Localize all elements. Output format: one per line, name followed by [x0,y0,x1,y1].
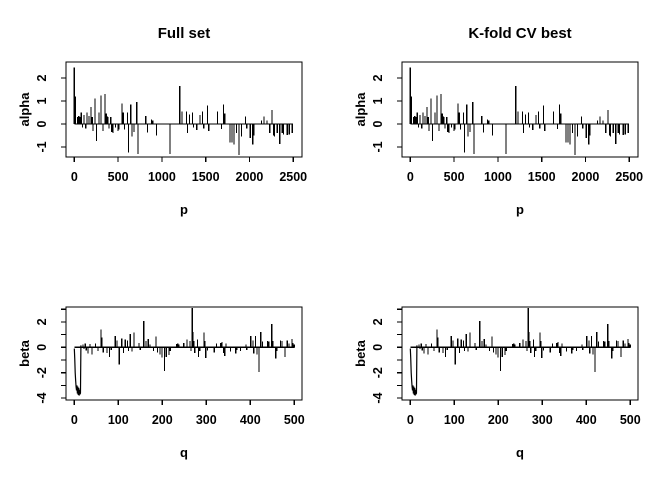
x-axis-label: p [180,202,188,217]
x-tick-label: 2500 [279,170,307,184]
x-tick-label: 0 [407,170,414,184]
y-tick-label: -2 [35,367,49,378]
x-tick-label: 400 [240,413,261,427]
y-tick-label: 0 [371,344,385,351]
x-tick-label: 400 [576,413,597,427]
y-tick-label: 0 [371,120,385,127]
x-tick-label: 500 [444,170,465,184]
y-tick-label: -4 [371,392,385,403]
x-tick-label: 2500 [615,170,643,184]
y-tick-label: -4 [35,392,49,403]
plot-box [401,306,639,401]
plot-box [65,61,303,158]
plot-box [65,306,303,401]
y-tick-label: 2 [371,318,385,325]
y-tick-label: 1 [35,97,49,104]
x-tick-label: 200 [152,413,173,427]
chart-panel-full-set-alpha: 0 500 1000 1500 2000 2500 -1 0 1 2 Full set p alpha [17,25,307,217]
chart-panel-kfold-alpha: 0 500 1000 1500 2000 2500 -1 0 1 2 K-fold CV best p… [353,25,643,217]
x-tick-label: 100 [444,413,465,427]
x-tick-label: 300 [532,413,553,427]
x-tick-label: 0 [407,413,414,427]
y-tick-label: 2 [35,318,49,325]
y-axis-label: alpha [353,92,368,127]
y-tick-label: 0 [35,120,49,127]
y-tick-label: 2 [371,74,385,81]
y-tick-label: 2 [35,74,49,81]
spikes [73,67,293,156]
x-tick-label: 0 [71,170,78,184]
x-tick-label: 500 [284,413,305,427]
y-axis-label: beta [17,339,32,367]
x-tick-label: 200 [488,413,509,427]
panel-title: K-fold CV best [468,25,571,42]
spikes [409,67,629,156]
x-tick-label: 500 [108,170,129,184]
y-tick-label: 1 [371,97,385,104]
x-tick-label: 1000 [148,170,176,184]
x-tick-label: 1500 [192,170,220,184]
chart-panel-kfold-beta: 0 100 200 300 400 500 -4 -2 0 2 q beta [353,306,641,460]
y-axis-label: beta [353,339,368,367]
x-tick-label: 0 [71,413,78,427]
y-tick-label: -2 [371,367,385,378]
x-tick-label: 2000 [236,170,264,184]
panel-title: Full set [158,25,211,42]
x-tick-label: 500 [620,413,641,427]
x-tick-label: 1500 [528,170,556,184]
series-start-line [409,345,418,396]
spikes [82,307,295,373]
y-tick-label: -1 [371,141,385,152]
y-tick-label: 0 [35,344,49,351]
chart-panel-full-set-beta: 0 100 200 300 400 500 -4 -2 0 2 q beta [17,306,305,460]
x-tick-label: 300 [196,413,217,427]
x-tick-label: 2000 [572,170,600,184]
plot-box [401,61,639,158]
x-tick-label: 1000 [484,170,512,184]
spikes [418,307,631,373]
series-start-line [73,345,82,396]
x-tick-label: 100 [108,413,129,427]
x-axis-label: q [516,445,524,460]
y-axis-label: alpha [17,92,32,127]
x-axis-label: p [516,202,524,217]
y-tick-label: -1 [35,141,49,152]
x-axis-label: q [180,445,188,460]
